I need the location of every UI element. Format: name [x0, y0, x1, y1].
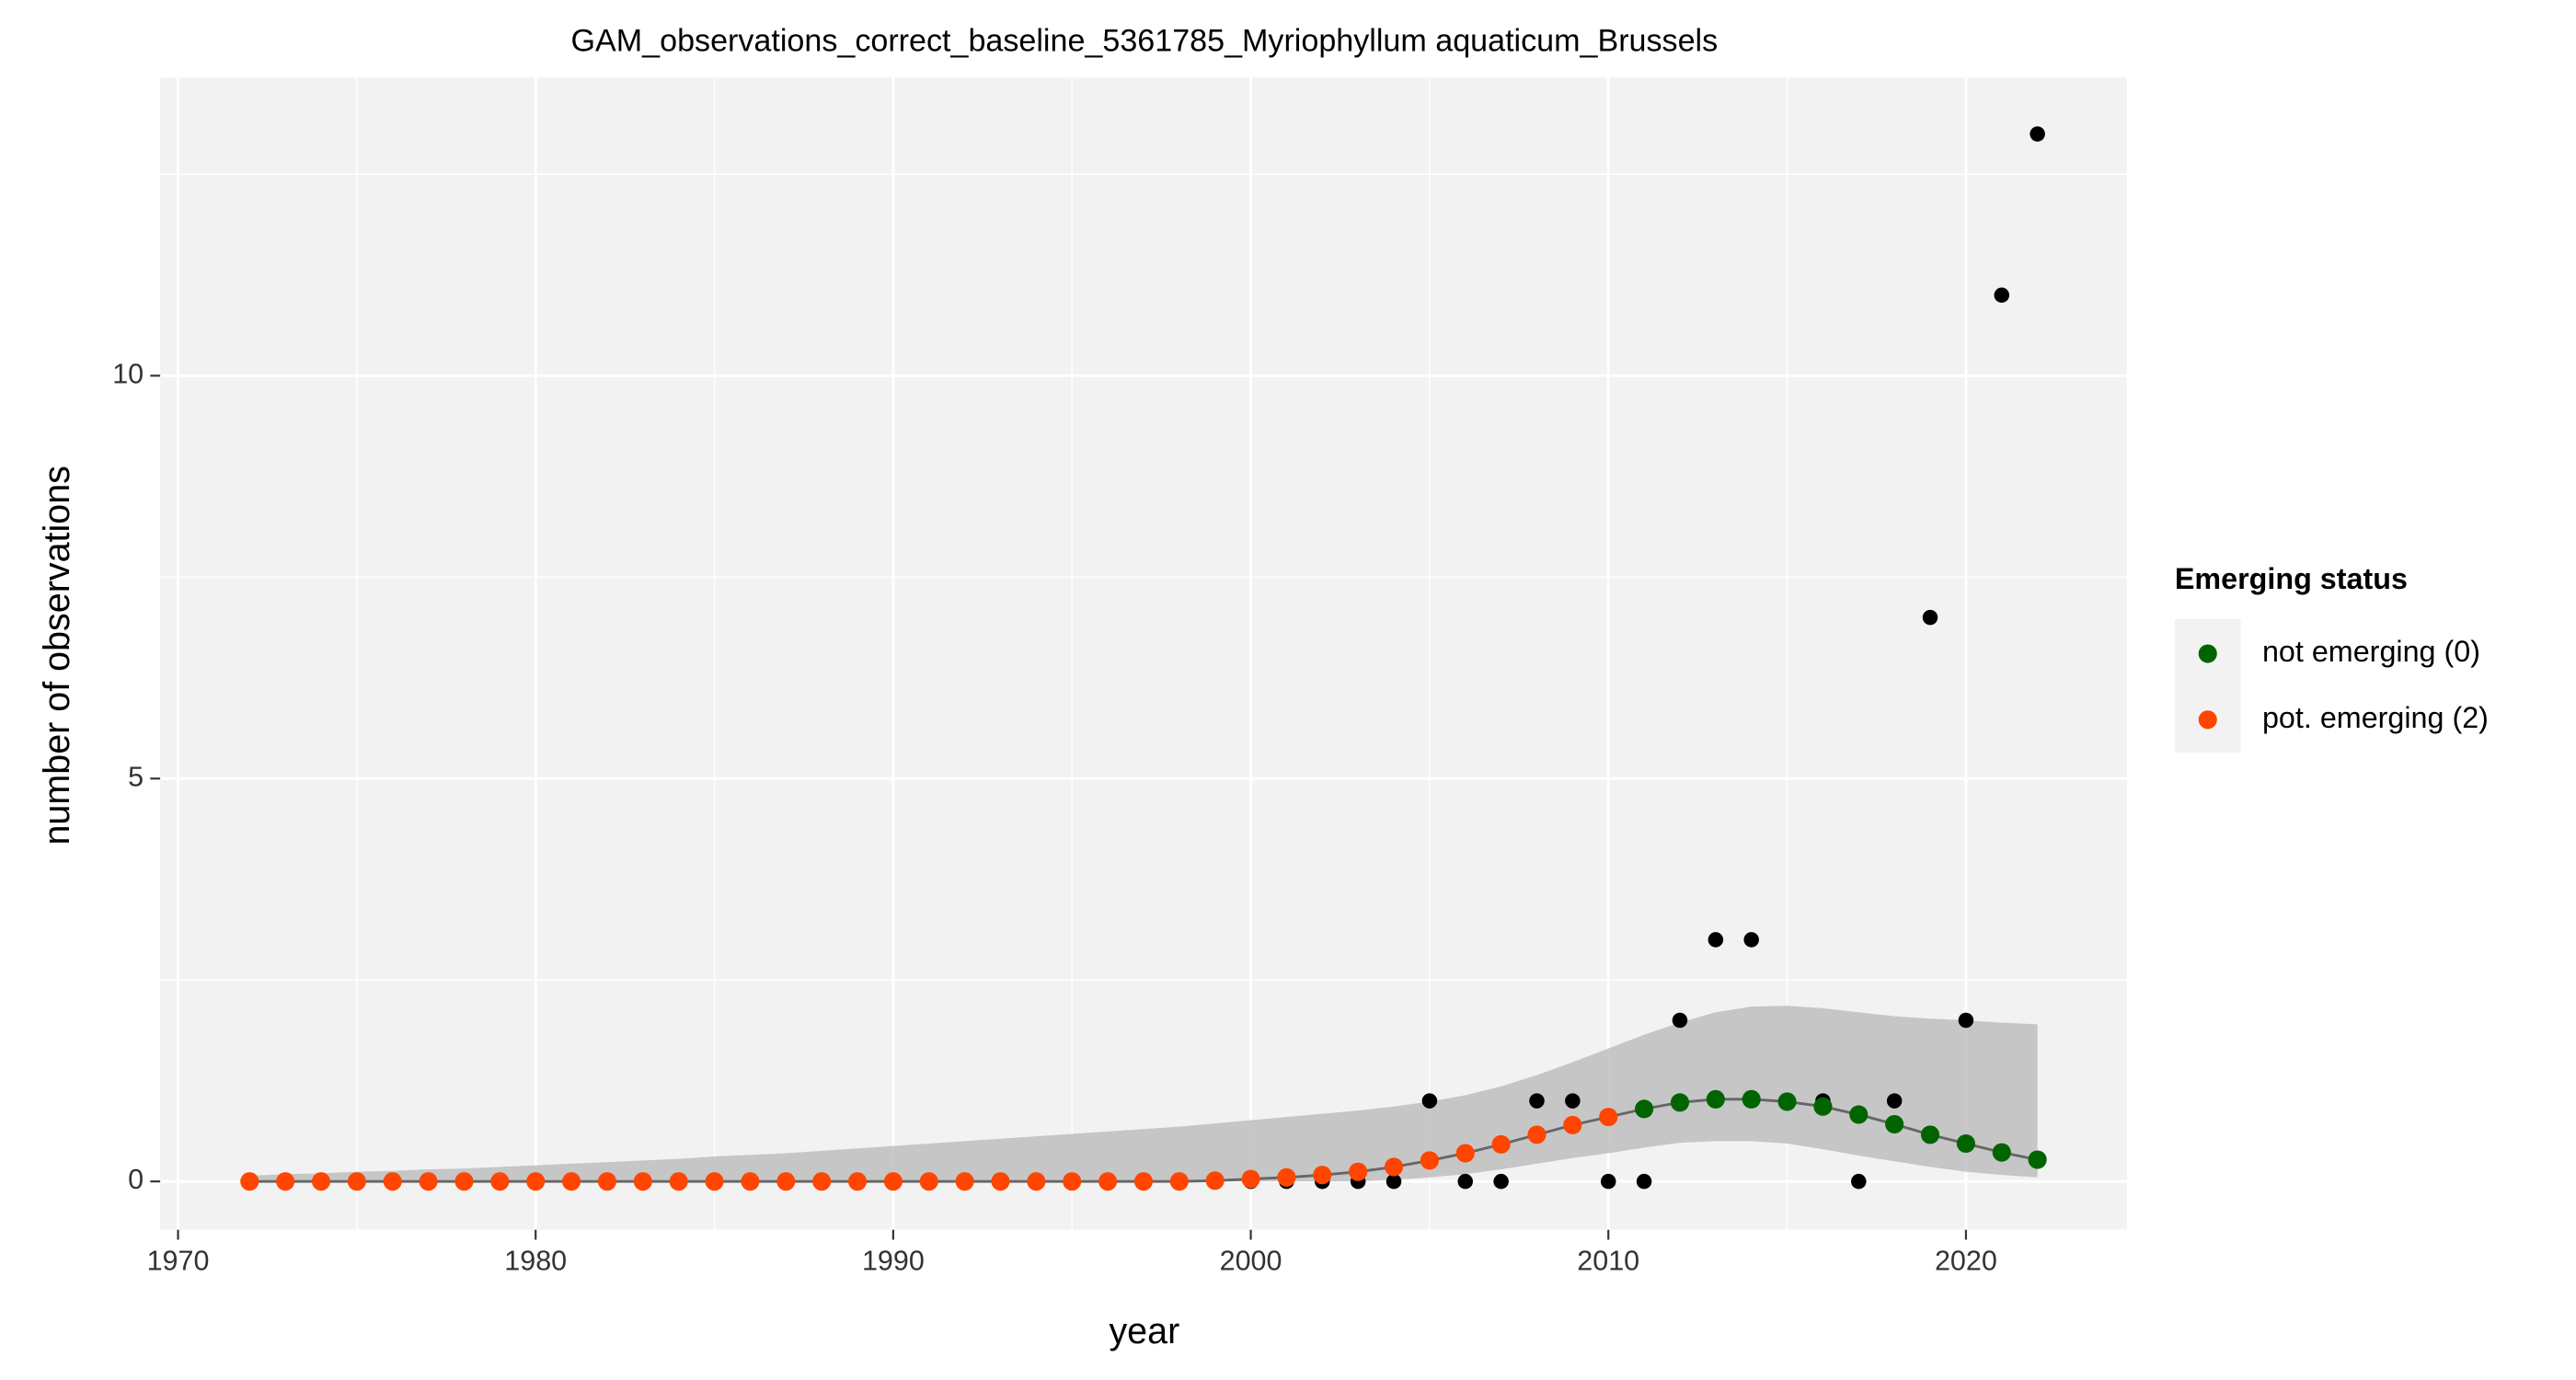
y-tick-label: 0: [128, 1164, 144, 1195]
observed-point: [1600, 1173, 1616, 1190]
observed-point: [1386, 1173, 1402, 1190]
fit-point: [1063, 1172, 1082, 1191]
observed-point: [1994, 287, 2010, 304]
fit-point: [2028, 1150, 2047, 1169]
observed-point: [1529, 1093, 1545, 1109]
fit-point: [1563, 1115, 1582, 1134]
observed-point: [1636, 1173, 1652, 1190]
fit-point: [847, 1172, 868, 1191]
fit-point: [419, 1172, 438, 1191]
fit-point: [1670, 1093, 1690, 1112]
fit-point: [1813, 1097, 1833, 1116]
fit-point: [991, 1172, 1010, 1191]
observed-point: [1457, 1173, 1474, 1190]
confidence-band: [249, 1006, 2038, 1182]
fit-point: [1491, 1134, 1511, 1154]
fit-point: [1277, 1167, 1296, 1187]
fit-point: [1027, 1172, 1046, 1191]
observed-point: [1958, 1012, 1974, 1029]
fit-point: [1849, 1105, 1869, 1124]
fit-point: [1420, 1151, 1439, 1170]
legend-label: not emerging (0): [2262, 635, 2480, 668]
fit-point: [1956, 1133, 1975, 1154]
fit-point: [347, 1172, 366, 1191]
fit-point: [1098, 1172, 1118, 1191]
observed-point: [1922, 609, 1938, 626]
fit-point: [919, 1172, 938, 1191]
fit-point: [1133, 1172, 1154, 1191]
legend-key-background: [2174, 618, 2241, 753]
x-axis-label: year: [1109, 1311, 1179, 1351]
observed-point: [1708, 932, 1724, 948]
x-tick-label: 1980: [504, 1246, 567, 1277]
x-tick-label: 1990: [862, 1246, 925, 1277]
legend-key: [2198, 710, 2217, 730]
chart-title: GAM_observations_correct_baseline_536178…: [571, 24, 1719, 59]
fit-point: [526, 1172, 546, 1191]
fit-point: [240, 1172, 259, 1191]
fit-point: [705, 1172, 724, 1191]
fit-point: [1349, 1162, 1368, 1181]
observed-point: [1421, 1093, 1438, 1109]
x-tick-label: 2020: [1935, 1246, 1997, 1277]
observed-point: [1743, 932, 1759, 948]
fit-point: [883, 1172, 903, 1191]
y-axis-label: number of observations: [37, 466, 77, 845]
x-tick-label: 2000: [1220, 1246, 1282, 1277]
fit-point: [1992, 1143, 2011, 1162]
y-tick-label: 5: [128, 761, 144, 792]
fit-point: [1169, 1172, 1189, 1191]
legend-label: pot. emerging (2): [2262, 701, 2489, 734]
fit-point: [597, 1172, 616, 1191]
fit-point: [276, 1172, 295, 1191]
fit-point: [812, 1172, 832, 1191]
fit-point: [490, 1172, 510, 1191]
x-tick-label: 2010: [1577, 1246, 1639, 1277]
observed-point: [1493, 1173, 1509, 1190]
observed-point: [1565, 1093, 1581, 1109]
fit-point: [1313, 1166, 1332, 1185]
observed-point: [1851, 1173, 1867, 1190]
fit-point: [1384, 1157, 1404, 1177]
fit-point: [1635, 1099, 1654, 1119]
fit-point: [1527, 1125, 1547, 1144]
fit-point: [383, 1172, 402, 1191]
fit-point: [1205, 1171, 1225, 1190]
x-tick-label: 1970: [147, 1246, 210, 1277]
fit-point: [1777, 1092, 1797, 1111]
fit-point: [1920, 1125, 1940, 1144]
fit-point: [741, 1172, 760, 1191]
fit-point: [1742, 1089, 1761, 1109]
observed-point: [2030, 126, 2045, 142]
observed-point: [1886, 1093, 1903, 1109]
legend-title: Emerging status: [2175, 562, 2408, 595]
fit-point: [776, 1172, 796, 1191]
fit-point: [454, 1172, 474, 1191]
fit-point: [633, 1172, 652, 1191]
fit-point: [955, 1172, 974, 1191]
legend-key: [2198, 644, 2217, 663]
fit-point: [1706, 1089, 1725, 1109]
fit-point: [669, 1172, 688, 1191]
fit-point: [1599, 1108, 1618, 1127]
fit-point: [1455, 1144, 1475, 1163]
fit-point: [1885, 1114, 1904, 1134]
y-tick-label: 10: [112, 358, 144, 389]
observed-point: [1672, 1012, 1688, 1029]
fit-point: [562, 1172, 581, 1191]
fit-point: [1241, 1169, 1260, 1189]
fit-point: [311, 1172, 331, 1191]
